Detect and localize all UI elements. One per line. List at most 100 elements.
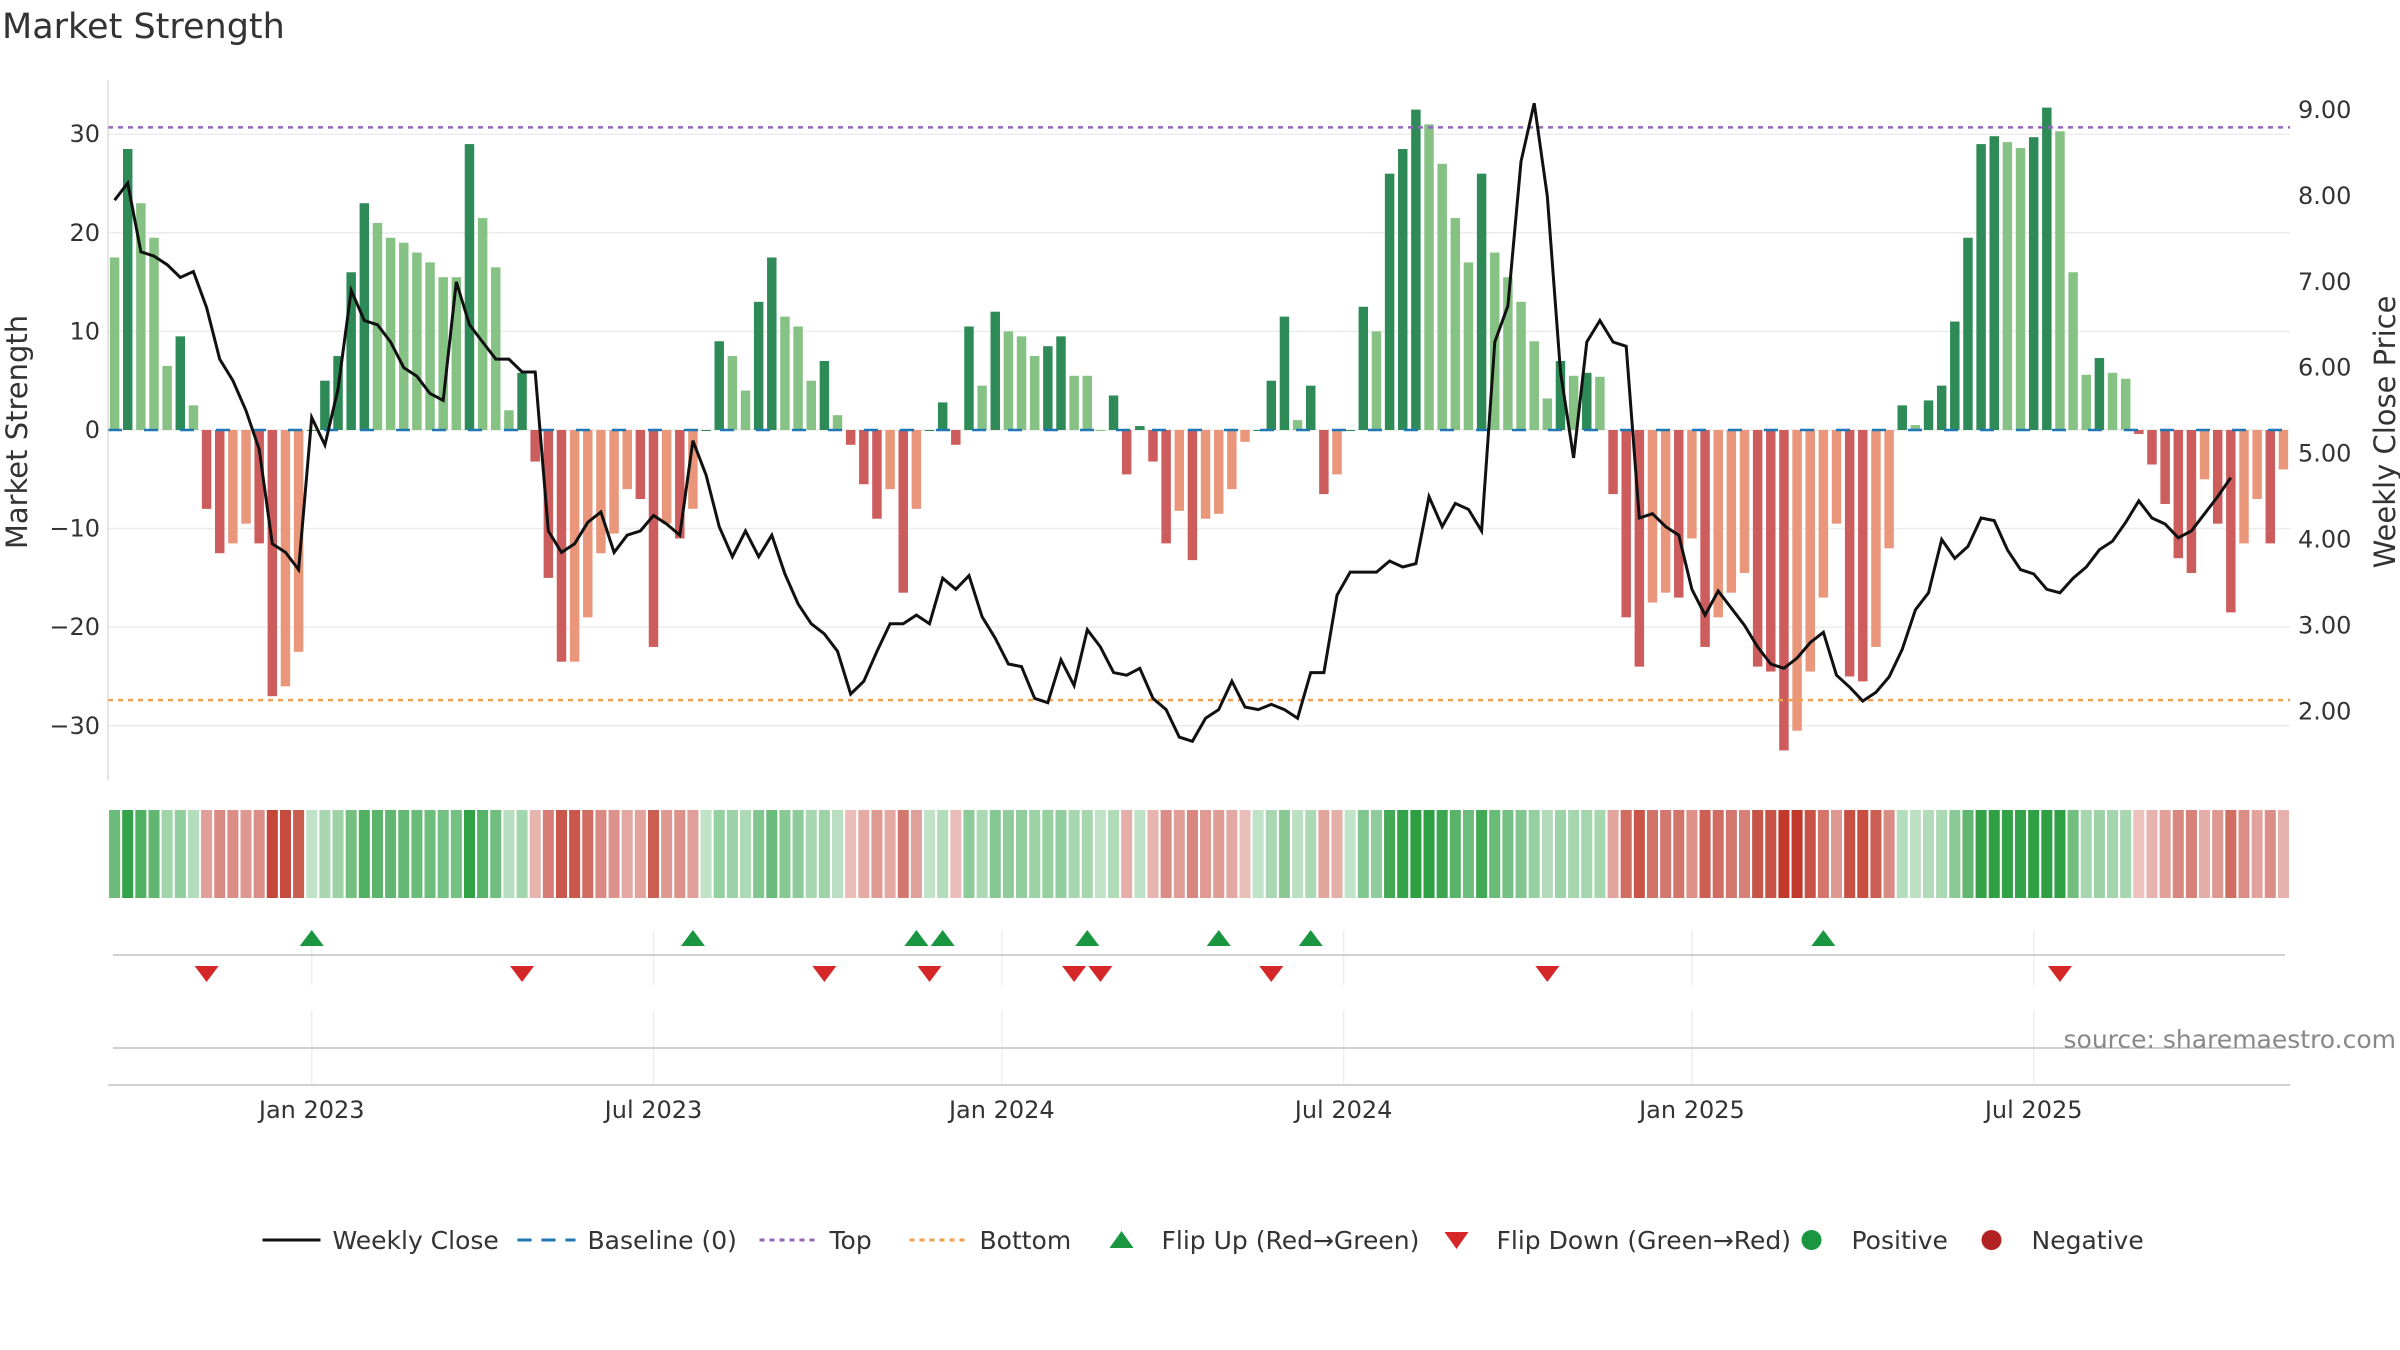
heat-cell bbox=[805, 810, 817, 898]
heat-cell bbox=[1844, 810, 1856, 898]
strength-bar bbox=[1200, 430, 1211, 519]
flip-up-marker bbox=[904, 930, 929, 946]
heat-cell bbox=[2067, 810, 2079, 898]
heat-cell bbox=[2238, 810, 2250, 898]
heat-cell bbox=[897, 810, 909, 898]
heat-cell bbox=[1292, 810, 1304, 898]
source-label: source: sharemaestro.com bbox=[2064, 1025, 2397, 1054]
heat-cell bbox=[503, 810, 515, 898]
strength-bar bbox=[819, 360, 830, 430]
strength-bar bbox=[885, 430, 895, 490]
right-axis-ticks: 2.00 3.00 4.00 5.00 6.00 7.00 8.00 9.00 bbox=[2298, 96, 2351, 725]
weekly-close-line bbox=[113, 102, 2233, 744]
heat-cell bbox=[174, 810, 186, 898]
strength-bar bbox=[2226, 430, 2236, 613]
heat-cell bbox=[1725, 810, 1737, 898]
heat-cell bbox=[2146, 810, 2158, 898]
legend-swatch bbox=[1109, 1231, 1134, 1248]
strength-bar bbox=[1608, 430, 1618, 495]
flip-up-marker bbox=[1298, 930, 1323, 946]
strength-bar bbox=[2160, 430, 2170, 504]
x-axis-ticks: Jan 2023 Jul 2023 Jan 2024 Jul 2024 Jan 2025… bbox=[257, 1096, 2083, 1124]
strength-bar bbox=[1805, 430, 1815, 672]
grid-lines bbox=[108, 133, 2290, 1085]
heat-cell bbox=[227, 810, 239, 898]
heat-cell bbox=[1778, 810, 1790, 898]
heat-cell bbox=[1200, 810, 1212, 898]
strength-bar bbox=[793, 326, 803, 430]
heat-cell bbox=[1988, 810, 2000, 898]
heat-cell bbox=[332, 810, 344, 898]
strength-bar bbox=[1148, 430, 1158, 462]
heat-cell bbox=[1923, 810, 1935, 898]
strength-bar bbox=[1135, 426, 1145, 430]
legend-label: Weekly Close bbox=[333, 1226, 499, 1255]
strength-bar bbox=[924, 430, 935, 431]
heat-cell bbox=[1936, 810, 1948, 898]
strength-bar bbox=[911, 430, 922, 509]
heat-cell bbox=[463, 810, 475, 898]
right-tick-label: 3.00 bbox=[2298, 611, 2351, 639]
heat-cell bbox=[398, 810, 410, 898]
strength-bar bbox=[556, 430, 567, 662]
strength-bar bbox=[596, 430, 606, 554]
heat-cell bbox=[214, 810, 226, 898]
strength-bar bbox=[1292, 420, 1303, 430]
strength-bar bbox=[1516, 301, 1526, 430]
strength-bar bbox=[1174, 430, 1185, 511]
heat-cell bbox=[2133, 810, 2145, 898]
strength-bar bbox=[1108, 395, 1119, 430]
heat-cell bbox=[2041, 810, 2053, 898]
heat-cell bbox=[661, 810, 673, 898]
strength-bar bbox=[2212, 430, 2223, 524]
strength-bar bbox=[714, 341, 724, 430]
strength-bar bbox=[1766, 430, 1776, 672]
heat-cell bbox=[832, 810, 844, 898]
strength-bar bbox=[1779, 430, 1789, 751]
flip-down-marker bbox=[194, 966, 219, 982]
heat-cell bbox=[1752, 810, 1764, 898]
strength-bar bbox=[1752, 430, 1763, 667]
heat-cell bbox=[1541, 810, 1553, 898]
heat-cell bbox=[1147, 810, 1159, 898]
strength-bar bbox=[1858, 430, 1868, 682]
heat-cell bbox=[1568, 810, 1580, 898]
chart-legend: Weekly Close Baseline (0) Top Bottom Flip Up… bbox=[262, 1226, 2144, 1255]
heat-cell bbox=[1384, 810, 1396, 898]
heat-cell bbox=[700, 810, 712, 898]
strength-bar bbox=[2147, 430, 2157, 465]
heat-cell bbox=[1173, 810, 1185, 898]
strength-bar bbox=[214, 430, 225, 554]
strength-bar bbox=[1923, 400, 1934, 430]
heat-cell bbox=[1909, 810, 1921, 898]
right-tick-label: 4.00 bbox=[2298, 526, 2351, 554]
heat-cell bbox=[437, 810, 449, 898]
strength-bar bbox=[2042, 107, 2052, 430]
strength-bar bbox=[1936, 385, 1947, 430]
strength-bar bbox=[1726, 430, 1737, 593]
strength-bar bbox=[1266, 380, 1277, 430]
strength-bar bbox=[2094, 358, 2105, 430]
heat-cell bbox=[1213, 810, 1225, 898]
heat-cell bbox=[358, 810, 370, 898]
legend-item: Positive bbox=[1801, 1226, 1948, 1255]
strength-bar bbox=[2015, 148, 2026, 430]
heat-cell bbox=[1397, 810, 1409, 898]
heat-cell bbox=[950, 810, 962, 898]
heat-cell bbox=[1738, 810, 1751, 898]
heat-cell bbox=[1462, 810, 1474, 898]
heat-cell bbox=[1055, 810, 1067, 898]
strength-bar bbox=[1161, 430, 1171, 544]
heat-cell bbox=[884, 810, 896, 898]
heat-cell bbox=[2028, 810, 2040, 898]
heat-cell bbox=[1042, 810, 1054, 898]
heat-cell bbox=[1068, 810, 1080, 898]
strength-bars bbox=[109, 107, 2289, 751]
legend-swatch bbox=[1981, 1230, 2002, 1250]
left-tick-label: −30 bbox=[49, 712, 100, 740]
left-tick-label: 0 bbox=[85, 416, 100, 444]
strength-bar bbox=[2239, 430, 2249, 544]
strength-bar bbox=[491, 267, 501, 430]
heat-cell bbox=[490, 810, 502, 898]
